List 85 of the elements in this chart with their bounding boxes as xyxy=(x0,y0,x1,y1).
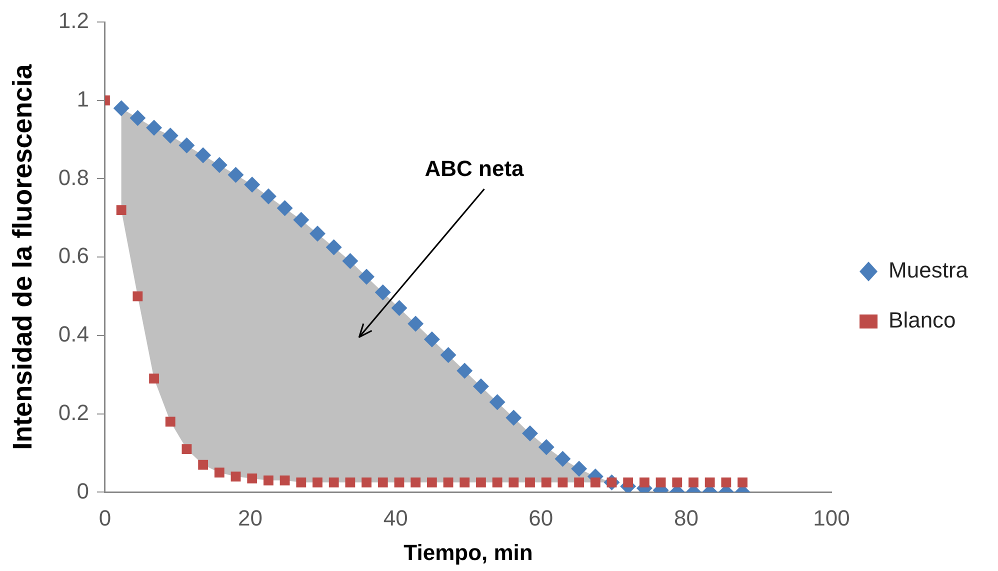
point xyxy=(198,460,208,470)
y-tick-label: 0 xyxy=(76,478,89,504)
legend-label: Muestra xyxy=(888,258,969,283)
point xyxy=(623,477,634,488)
point xyxy=(326,239,342,256)
point xyxy=(440,347,456,364)
point xyxy=(476,477,486,488)
point xyxy=(394,477,404,488)
point xyxy=(211,157,228,174)
point xyxy=(738,477,748,488)
point xyxy=(116,205,126,216)
x-tick-label: 20 xyxy=(238,505,263,530)
x-tick-label: 40 xyxy=(383,505,408,530)
point xyxy=(195,147,212,164)
point xyxy=(264,475,274,486)
y-tick-label: 1.2 xyxy=(58,8,89,34)
point xyxy=(538,439,554,456)
point xyxy=(522,425,538,442)
point xyxy=(443,477,454,488)
point xyxy=(362,477,372,488)
y-tick-label: 0.6 xyxy=(58,243,89,268)
point xyxy=(639,477,650,488)
annotation: ABC neta xyxy=(424,156,525,182)
x-tick-label: 80 xyxy=(674,505,698,530)
point xyxy=(460,477,470,488)
point xyxy=(554,450,571,467)
point xyxy=(146,120,162,136)
point xyxy=(456,362,473,379)
point xyxy=(492,477,502,488)
point xyxy=(558,477,568,488)
point xyxy=(345,477,356,488)
point xyxy=(280,475,290,486)
y-tick-label: 0.4 xyxy=(58,322,89,347)
legend-label: Blanco xyxy=(888,308,956,333)
point xyxy=(162,128,178,144)
y-tick-label: 1 xyxy=(76,86,89,112)
point xyxy=(293,212,310,228)
point xyxy=(508,477,519,488)
point xyxy=(328,477,339,488)
y-axis-title: Intensidad de la fluorescencia xyxy=(8,63,38,450)
point xyxy=(178,137,195,154)
point xyxy=(130,110,146,126)
point xyxy=(408,316,424,332)
point xyxy=(574,477,584,488)
point xyxy=(426,477,437,488)
point xyxy=(525,477,535,488)
y-tick-label: 0.2 xyxy=(58,400,89,425)
point xyxy=(489,394,506,410)
point xyxy=(571,460,588,477)
point xyxy=(244,176,260,193)
point xyxy=(656,477,666,488)
x-tick-label: 60 xyxy=(528,505,554,530)
point xyxy=(704,477,715,488)
point xyxy=(672,477,682,488)
point xyxy=(721,477,732,488)
point xyxy=(472,378,489,394)
x-axis-title: Tiempo, min xyxy=(404,540,533,565)
point xyxy=(391,300,408,316)
point xyxy=(149,374,159,384)
point xyxy=(358,268,375,285)
point xyxy=(165,416,176,427)
point xyxy=(214,468,224,478)
point xyxy=(424,331,440,348)
point xyxy=(506,410,522,426)
point xyxy=(342,253,358,270)
point xyxy=(182,444,192,454)
point xyxy=(276,200,293,216)
point xyxy=(113,100,130,116)
x-tick-label: 0 xyxy=(98,505,112,530)
point xyxy=(541,477,552,488)
point xyxy=(378,477,388,488)
y-tick-label: 0.8 xyxy=(58,164,89,190)
point xyxy=(228,166,244,183)
point xyxy=(230,472,241,482)
point xyxy=(310,226,326,242)
point xyxy=(688,477,698,488)
point xyxy=(132,291,143,302)
x-tick-label: 100 xyxy=(813,505,850,530)
point xyxy=(312,477,322,488)
point xyxy=(374,284,391,300)
point xyxy=(296,477,306,488)
point xyxy=(260,188,276,204)
point xyxy=(410,477,421,488)
point xyxy=(590,477,600,488)
point xyxy=(247,474,258,484)
